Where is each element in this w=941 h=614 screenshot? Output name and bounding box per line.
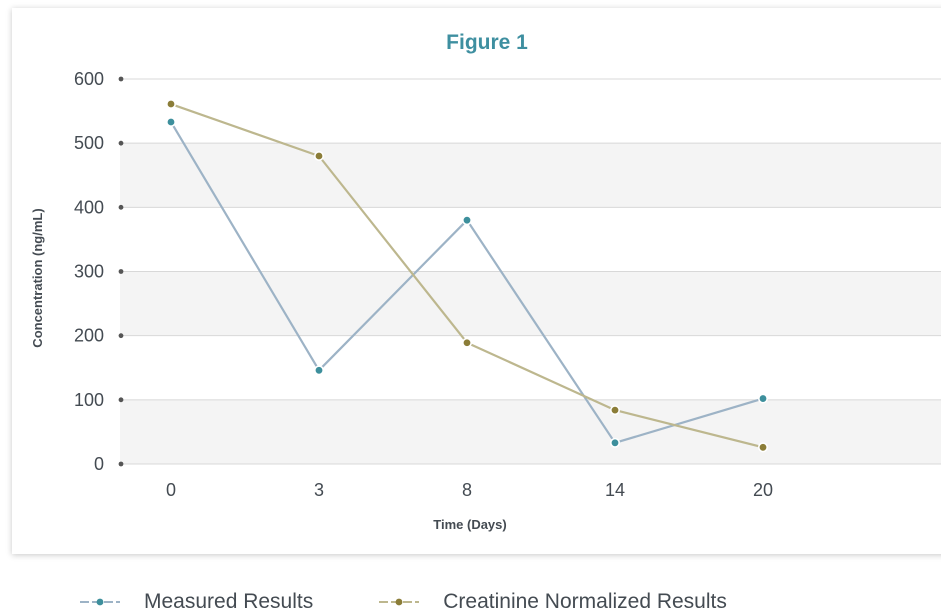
- x-axis-title: Time (Days): [433, 517, 506, 532]
- series-points: [166, 99, 768, 453]
- data-point: [461, 337, 472, 348]
- legend-swatch: [379, 598, 420, 606]
- gridlines: [120, 78, 941, 465]
- data-point: [757, 442, 768, 453]
- chart-title: Figure 1: [446, 31, 528, 54]
- y-tick-dot: [118, 76, 124, 82]
- y-tick-label: 500: [74, 133, 104, 153]
- x-tick-label: 14: [605, 480, 625, 500]
- legend-item: Measured Results: [80, 590, 313, 614]
- data-point: [609, 405, 620, 416]
- y-axis: 0 100 200 300 400 500 600: [74, 69, 124, 474]
- y-tick-dot: [118, 140, 124, 146]
- x-tick-label: 0: [166, 480, 176, 500]
- data-point: [313, 365, 324, 376]
- plot-band: [120, 143, 941, 208]
- y-tick-dot: [118, 333, 124, 339]
- chart-legend: Measured Results Creatinine Normalized Re…: [80, 590, 793, 614]
- y-tick-label: 100: [74, 390, 104, 410]
- y-tick-label: 400: [74, 197, 104, 217]
- y-tick-dot: [118, 269, 124, 274]
- legend-item: Creatinine Normalized Results: [379, 590, 727, 614]
- plot-band: [120, 399, 941, 464]
- legend-label: Measured Results: [144, 590, 314, 613]
- data-point: [166, 99, 177, 110]
- legend-label: Creatinine Normalized Results: [443, 590, 727, 613]
- plot-band: [120, 271, 941, 336]
- data-point: [461, 215, 472, 226]
- legend-swatch-marker: [395, 598, 403, 606]
- chart-card: 0 100 200 300 400 500 600 0 3 8 14 20 Figure 1 Tim…: [12, 8, 941, 554]
- data-point: [757, 393, 768, 404]
- y-tick-dot: [118, 461, 124, 467]
- data-point: [313, 151, 324, 162]
- y-tick-label: 600: [74, 69, 104, 89]
- y-tick-label: 300: [74, 262, 104, 282]
- y-tick-dot: [118, 397, 124, 403]
- x-tick-label: 8: [462, 480, 472, 500]
- y-tick-label: 0: [94, 454, 104, 474]
- x-tick-label: 20: [753, 480, 773, 500]
- legend-swatch: [80, 598, 120, 606]
- data-point: [166, 116, 177, 127]
- x-tick-label: 3: [314, 480, 324, 500]
- plot-bands: [120, 143, 941, 464]
- line-chart: 0 100 200 300 400 500 600 0 3 8 14 20 Figure 1 Tim…: [30, 31, 941, 532]
- y-axis-title: Concentration (ng/mL): [30, 208, 45, 347]
- x-axis: 0 3 8 14 20: [166, 480, 773, 500]
- data-point: [609, 437, 620, 448]
- y-tick-label: 200: [74, 326, 104, 346]
- legend-swatch-marker: [96, 598, 104, 606]
- y-tick-dot: [118, 204, 124, 210]
